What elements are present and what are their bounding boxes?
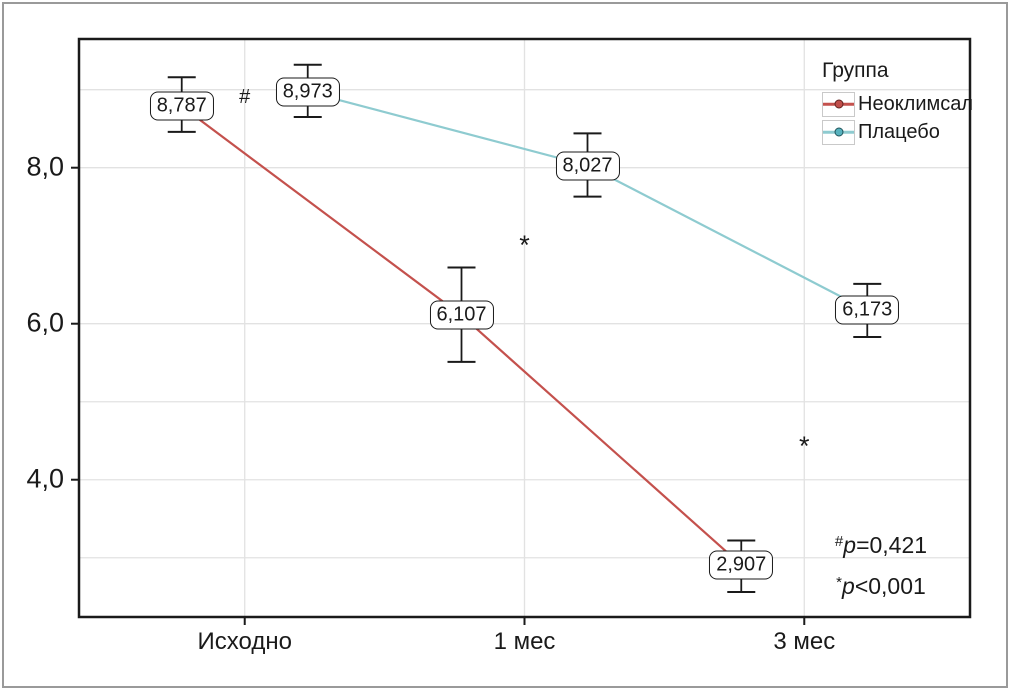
legend-item-neoklimsal: Неоклимсал bbox=[822, 91, 974, 117]
p-symbol: p bbox=[843, 532, 857, 558]
p-value-text: <0,001 bbox=[854, 573, 926, 599]
legend: Группа Неоклимсал Плацебо bbox=[822, 59, 973, 148]
significance-marker: * bbox=[519, 229, 530, 260]
x-axis-label-baseline: Исходно bbox=[197, 628, 292, 655]
y-axis-tick-label-8: 8,0 bbox=[26, 150, 64, 181]
legend-label-placebo: Плацебо bbox=[858, 120, 940, 143]
p-value-line-star: *p<0,001 bbox=[818, 564, 944, 605]
significance-marker: # bbox=[239, 85, 251, 108]
legend-title: Группа bbox=[822, 59, 889, 82]
legend-label-neoklimsal: Неоклимсал bbox=[858, 92, 974, 115]
p-value-annotations: #p=0,421 *p<0,001 bbox=[818, 523, 944, 605]
data-label: 6,107 bbox=[429, 300, 494, 330]
data-label: 2,907 bbox=[709, 550, 774, 580]
legend-marker-neoklimsal-icon bbox=[822, 91, 855, 117]
data-label: 6,173 bbox=[835, 295, 900, 325]
star-marker: * bbox=[836, 574, 843, 591]
hash-marker: # bbox=[834, 533, 844, 550]
legend-dot-swatch bbox=[834, 127, 843, 137]
significance-marker: * bbox=[799, 431, 810, 462]
y-axis-tick-label-6: 6,0 bbox=[26, 306, 64, 337]
legend-item-placebo: Плацебо bbox=[822, 119, 973, 145]
data-label: 8,027 bbox=[555, 151, 620, 181]
legend-marker-placebo-icon bbox=[822, 119, 855, 145]
x-axis-label-3month: 3 мес bbox=[773, 628, 836, 655]
data-label: 8,787 bbox=[149, 91, 214, 121]
data-label: 8,973 bbox=[275, 77, 340, 107]
p-value-text: =0,421 bbox=[856, 532, 928, 558]
y-axis-tick-label-4: 4,0 bbox=[26, 462, 64, 493]
p-value-line-hash: #p=0,421 bbox=[818, 523, 944, 564]
x-axis-label-1month: 1 мес bbox=[493, 628, 556, 655]
p-symbol: p bbox=[842, 573, 855, 599]
legend-dot-swatch bbox=[834, 99, 843, 109]
